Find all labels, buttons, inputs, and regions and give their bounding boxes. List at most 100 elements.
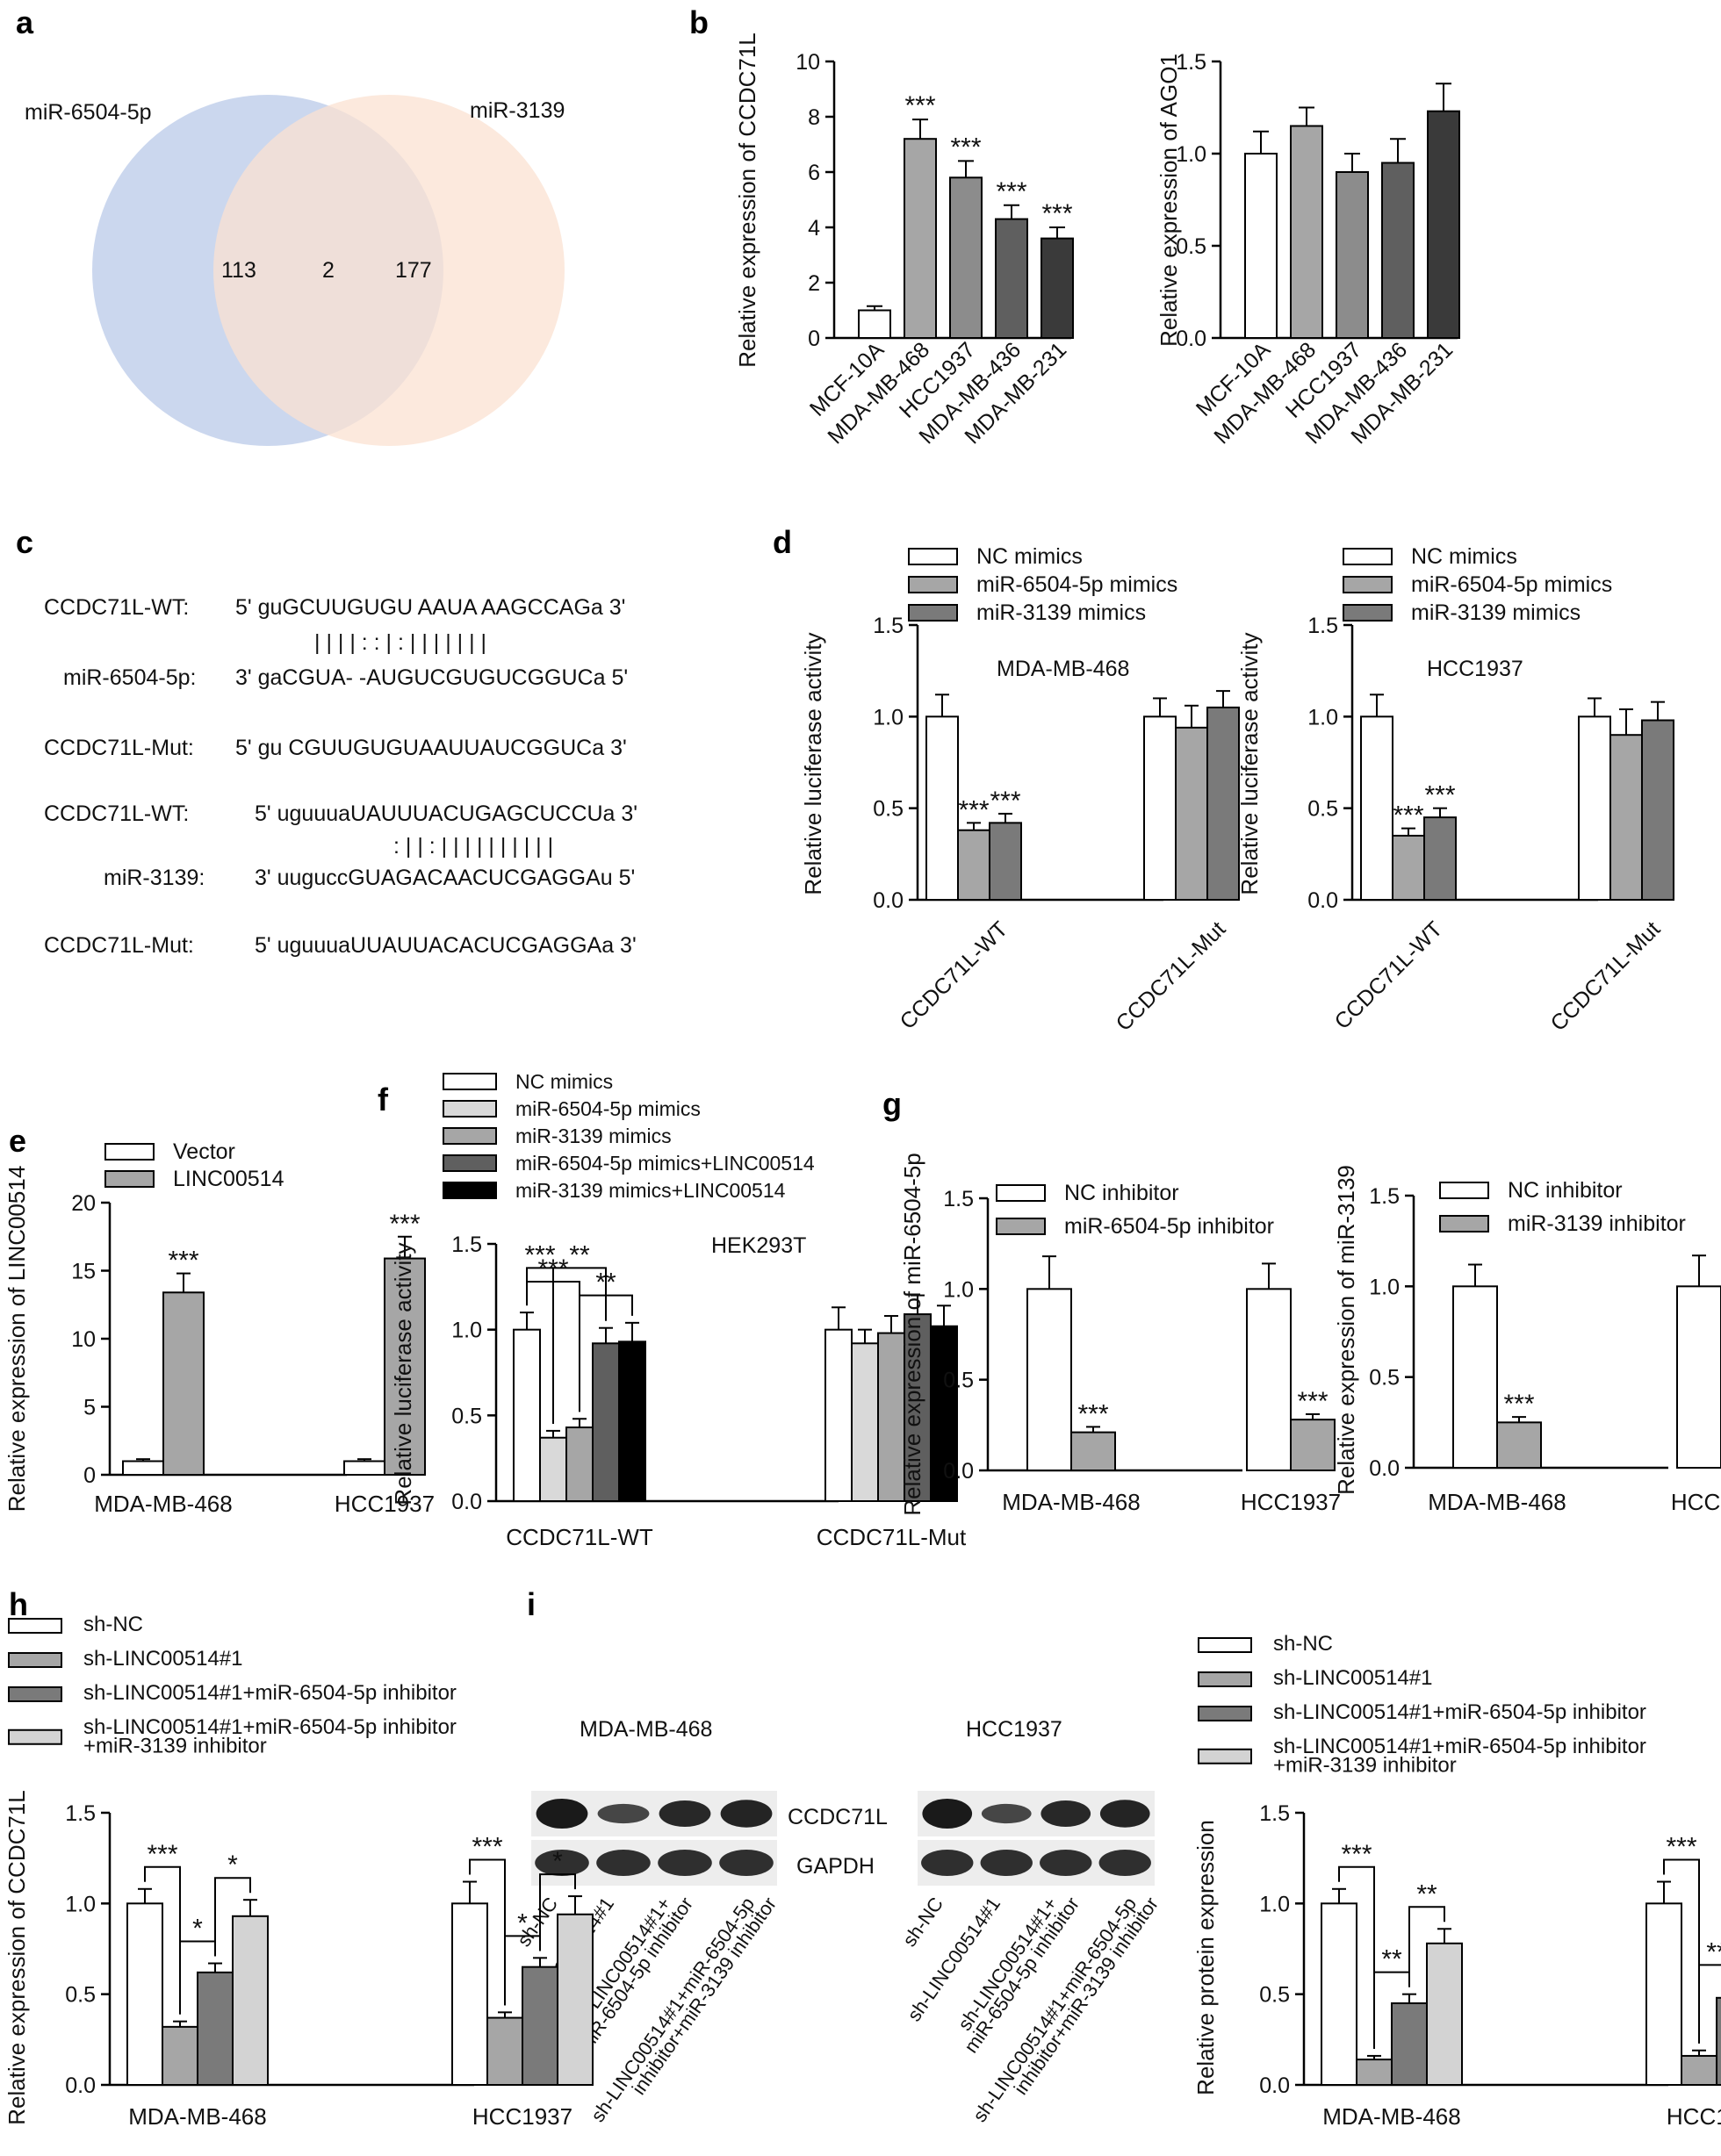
blot-band-gapdh xyxy=(596,1850,651,1876)
significance-label: *** xyxy=(950,133,981,162)
legend-swatch xyxy=(8,1728,62,1745)
category-label: MDA-MB-468 xyxy=(1428,1489,1566,1515)
bar xyxy=(451,1902,488,2086)
significance-label: *** xyxy=(1041,199,1072,228)
western-blot-right: HCC1937 xyxy=(918,1717,1155,1886)
y-tick-label: 2 xyxy=(808,271,820,296)
significance-label: *** xyxy=(472,1833,502,1862)
category-label: HCC1937 xyxy=(1671,1489,1721,1515)
venn-left-label: miR-6504-5p xyxy=(25,100,152,125)
bar xyxy=(618,1340,646,1502)
legend-swatch xyxy=(443,1100,497,1118)
y-tick-label: 1.5 xyxy=(943,1187,974,1211)
seq1-mir-seq: 3' gaCGUA- -AUGUCGUGUCGGUCa 5' xyxy=(235,665,628,690)
significance-label: *** xyxy=(958,795,989,824)
legend-label: sh-NC xyxy=(83,1613,143,1636)
panel-label-h: h xyxy=(9,1586,28,1622)
venn-circle-right xyxy=(213,95,565,446)
y-tick-label: 1.0 xyxy=(1307,705,1338,729)
bar xyxy=(989,822,1022,901)
legend-swatch xyxy=(1198,1637,1252,1653)
bar xyxy=(1676,1285,1721,1470)
bar xyxy=(1645,1902,1682,2086)
blot-right-lane-labels: sh-NC sh-LINC00514#1 sh-LINC00514#1+ miR… xyxy=(898,1893,1163,2125)
legend-label: +miR-3139 inhibitor xyxy=(83,1734,267,1757)
significance-label: ** xyxy=(1416,1879,1437,1908)
legend-label: sh-LINC00514#1+miR-6504-5p inhibitor xyxy=(83,1681,457,1705)
bar xyxy=(1641,719,1674,901)
bar xyxy=(1452,1285,1498,1470)
legend: NC inhibitor miR-3139 inhibitor xyxy=(1439,1178,1686,1236)
legend-label: miR-3139 inhibitor xyxy=(1508,1211,1686,1236)
legend-label: sh-NC xyxy=(1273,1632,1333,1656)
blot-band-gapdh xyxy=(1098,1850,1151,1876)
legend-label: miR-6504-5p inhibitor xyxy=(1064,1214,1274,1239)
chart-h: 0.0 0.5 1.0 1.5 Relative expression of CCDC7… xyxy=(4,1613,594,2130)
legend-label: NC inhibitor xyxy=(1508,1178,1623,1203)
legend-swatch xyxy=(996,1184,1046,1202)
bar xyxy=(384,1257,426,1477)
significance-label: *** xyxy=(1077,1399,1108,1428)
significance-label: * xyxy=(552,1847,563,1876)
blot-band-ccdc71l xyxy=(659,1800,711,1828)
y-axis-label: Relative expression of AGO1 xyxy=(1156,54,1182,347)
y-tick-label: 0 xyxy=(808,327,820,351)
bar xyxy=(1360,715,1393,901)
y-tick-label: 1.5 xyxy=(451,1233,482,1257)
significance-label: *** xyxy=(1503,1390,1534,1419)
blot-band-ccdc71l xyxy=(1041,1800,1091,1828)
panel-label-b: b xyxy=(689,4,709,40)
legend-label: LINC00514 xyxy=(173,1167,284,1191)
significance-label: ** xyxy=(569,1240,590,1269)
bar xyxy=(1175,726,1208,901)
bar xyxy=(824,1328,853,1502)
y-tick-label: 0.0 xyxy=(65,2073,96,2098)
y-tick-label: 0.5 xyxy=(1176,234,1206,259)
blot-label-ccdc71l: CCDC71L xyxy=(788,1805,888,1829)
y-tick-label: 0 xyxy=(83,1463,96,1488)
chart-inner-title: HEK293T xyxy=(711,1233,806,1258)
bar xyxy=(1070,1431,1116,1471)
blot-band-ccdc71l xyxy=(720,1800,773,1828)
legend-label: miR-6504-5p mimics+LINC00514 xyxy=(515,1152,815,1175)
legend-swatch xyxy=(443,1073,497,1090)
legend-label: miR-3139 mimics xyxy=(515,1125,672,1147)
legend-swatch xyxy=(8,1652,62,1668)
significance-bracket xyxy=(1408,1906,1445,1987)
chart-f: 0.0 0.5 1.0 1.5 Relative luciferase activity… xyxy=(390,1070,967,1550)
y-tick-label: 1.0 xyxy=(451,1319,482,1343)
chart-e: 0 5 10 15 20 Relative expression of LINC00514… xyxy=(4,1139,435,1517)
significance-label: * xyxy=(192,1915,203,1944)
seq1-pairs: | | | | : : | : | | | | | | | xyxy=(314,630,486,655)
legend-label: +miR-3139 inhibitor xyxy=(1273,1753,1457,1777)
bar xyxy=(162,2025,198,2087)
seq2-wt-seq: 5' uguuuaUAUUUACUGAGCUCCUa 3' xyxy=(255,801,637,826)
bar xyxy=(1246,1288,1292,1472)
bar xyxy=(858,309,891,339)
bar xyxy=(904,1313,932,1502)
panel-label-f: f xyxy=(378,1082,389,1118)
legend-label: miR-3139 mimics xyxy=(1411,600,1581,625)
y-axis-label: Relative expression of CCDC71L xyxy=(4,1790,30,2125)
venn-right-count: 177 xyxy=(395,258,432,283)
legend-swatch xyxy=(8,1618,62,1634)
bar xyxy=(957,829,990,901)
y-tick-label: 10 xyxy=(796,50,820,75)
y-tick-label: 0.0 xyxy=(873,888,904,913)
legend-swatch xyxy=(908,548,958,565)
y-tick-label: 0.0 xyxy=(943,1459,974,1484)
seq1-mut-label: CCDC71L-Mut: xyxy=(44,736,194,760)
legend-swatch xyxy=(1198,1706,1252,1721)
bar xyxy=(1427,110,1460,339)
significance-label: *** xyxy=(1341,1840,1372,1869)
legend-label: miR-6504-5p mimics xyxy=(515,1097,701,1120)
legend-swatch xyxy=(1343,604,1393,622)
legend-label: miR-3139 mimics xyxy=(976,600,1146,625)
category-label: CCDC71L-Mut xyxy=(1546,916,1666,1036)
y-axis-label: Relative luciferase activity xyxy=(1236,632,1263,895)
y-tick-label: 0.5 xyxy=(1307,797,1338,822)
category-label: HCC1937 xyxy=(1667,2103,1721,2130)
blot-band-gapdh xyxy=(1040,1850,1092,1876)
significance-label: *** xyxy=(389,1210,420,1239)
bar xyxy=(1244,153,1278,339)
